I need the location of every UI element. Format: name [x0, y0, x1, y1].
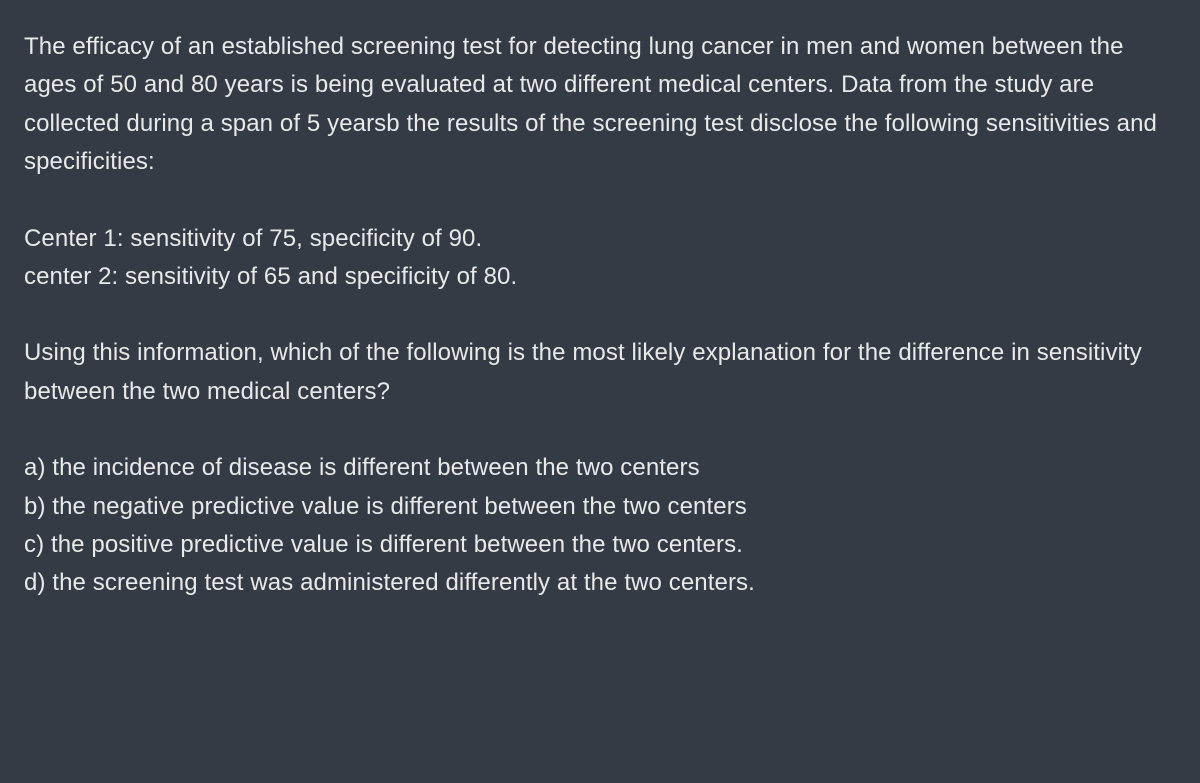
intro-paragraph: The efficacy of an established screening…: [24, 28, 1176, 182]
option-c: c) the positive predictive value is diff…: [24, 526, 1176, 564]
option-a: a) the incidence of disease is different…: [24, 449, 1176, 487]
options-block: a) the incidence of disease is different…: [24, 449, 1176, 603]
intro-text: The efficacy of an established screening…: [24, 33, 1157, 175]
centers-block: Center 1: sensitivity of 75, specificity…: [24, 220, 1176, 297]
option-b: b) the negative predictive value is diff…: [24, 488, 1176, 526]
question-paragraph: Using this information, which of the fol…: [24, 334, 1176, 411]
option-d: d) the screening test was administered d…: [24, 564, 1176, 602]
question-text: Using this information, which of the fol…: [24, 339, 1142, 404]
center-2-line: center 2: sensitivity of 65 and specific…: [24, 258, 1176, 296]
center-1-line: Center 1: sensitivity of 75, specificity…: [24, 220, 1176, 258]
